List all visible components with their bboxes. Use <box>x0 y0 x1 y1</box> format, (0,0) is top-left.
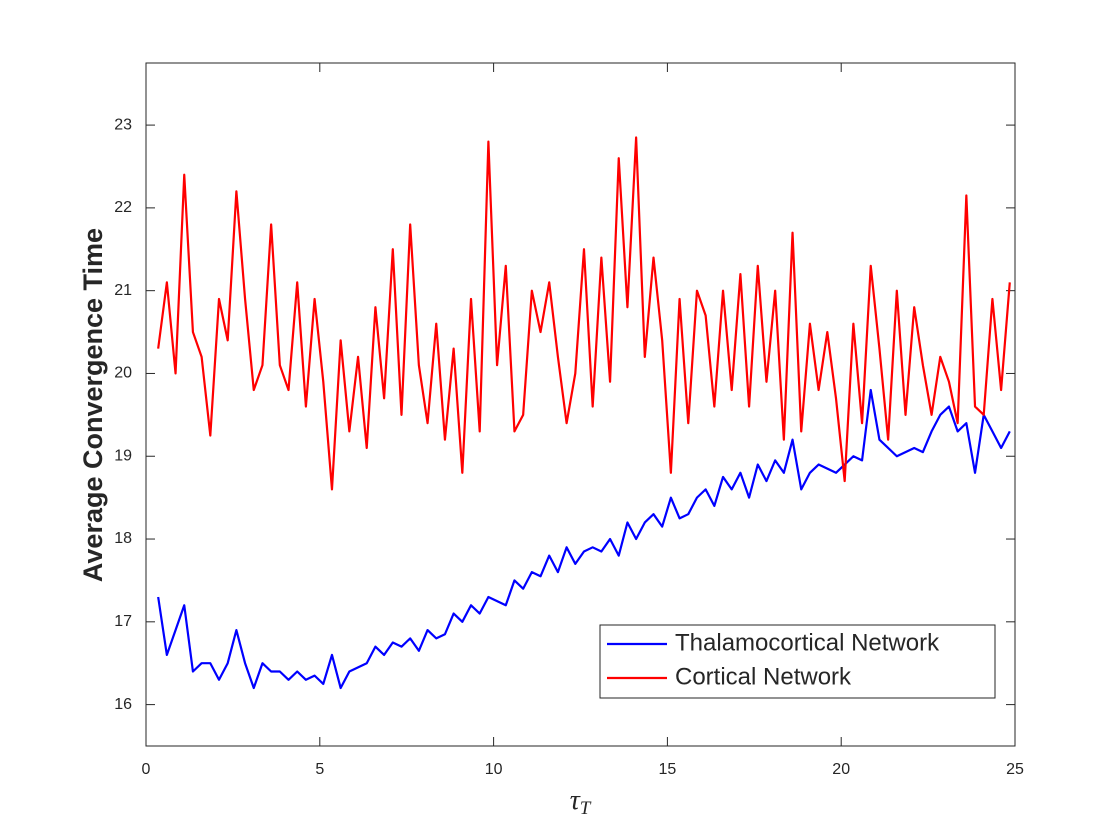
y-tick-label: 23 <box>114 116 132 133</box>
x-label-subscript: T <box>580 798 592 819</box>
legend-label: Thalamocortical Network <box>675 629 940 656</box>
y-tick-label: 19 <box>114 447 132 464</box>
y-tick-label: 18 <box>114 530 132 547</box>
y-tick-label: 16 <box>114 696 132 713</box>
y-tick-label: 22 <box>114 199 132 216</box>
axes-box <box>145 62 1016 747</box>
x-tick-label: 0 <box>142 761 151 778</box>
x-tick-label: 25 <box>1006 761 1024 778</box>
x-tick-label: 5 <box>315 761 324 778</box>
legend-label: Cortical Network <box>675 663 852 690</box>
y-axis-label: Average Convergence Time <box>78 228 108 582</box>
x-tick-label: 15 <box>659 761 677 778</box>
line-series <box>157 136 1011 491</box>
y-tick-label: 21 <box>114 282 132 299</box>
x-label-symbol: τ <box>570 785 581 816</box>
line-series <box>157 388 1011 690</box>
y-tick-label: 17 <box>114 613 132 630</box>
legend-box <box>599 624 996 699</box>
x-tick-label: 10 <box>485 761 503 778</box>
x-axis-label: τT <box>570 785 592 819</box>
x-tick-label: 20 <box>832 761 850 778</box>
y-tick-label: 20 <box>114 365 132 382</box>
